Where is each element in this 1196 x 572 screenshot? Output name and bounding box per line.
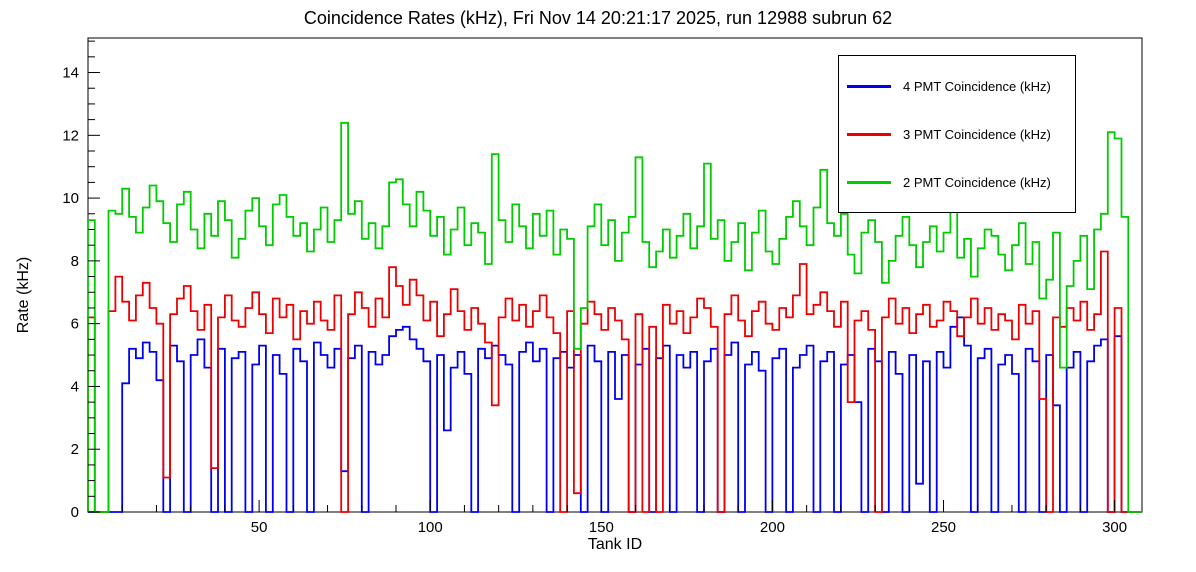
y-tick-label: 2 — [71, 441, 79, 458]
legend-entry-2pmt: 2 PMT Coincidence (kHz) — [847, 175, 1067, 190]
legend-swatch-2pmt — [847, 180, 891, 184]
y-tick-label: 12 — [62, 127, 79, 144]
series-line-0 — [88, 316, 1142, 513]
y-tick-label: 10 — [62, 190, 79, 207]
y-tick-label: 6 — [71, 316, 79, 333]
legend-swatch-3pmt — [847, 132, 891, 136]
legend-label-2pmt: 2 PMT Coincidence (kHz) — [903, 174, 1051, 190]
x-tick-label: 150 — [589, 519, 614, 536]
series-line-2 — [87, 121, 1142, 513]
chart-title: Coincidence Rates (kHz), Fri Nov 14 20:2… — [303, 8, 893, 28]
legend-box: 4 PMT Coincidence (kHz) 3 PMT Coincidenc… — [838, 55, 1076, 213]
x-tick-label: 100 — [418, 519, 443, 536]
y-tick-label: 14 — [62, 65, 79, 82]
legend-entry-3pmt: 3 PMT Coincidence (kHz) — [847, 127, 1067, 142]
legend-label-3pmt: 3 PMT Coincidence (kHz) — [903, 126, 1051, 142]
x-tick-label: 200 — [760, 519, 785, 536]
x-tick-label: 300 — [1102, 519, 1127, 536]
y-tick-label: 0 — [71, 504, 79, 521]
y-tick-label: 4 — [71, 378, 79, 395]
legend-label-4pmt: 4 PMT Coincidence (kHz) — [903, 78, 1051, 94]
x-tick-label: 250 — [931, 519, 956, 536]
y-tick-label: 8 — [71, 253, 79, 270]
series-line-1 — [87, 250, 1142, 513]
legend-entry-4pmt: 4 PMT Coincidence (kHz) — [847, 79, 1067, 94]
x-axis-label: Tank ID — [587, 536, 643, 553]
y-axis-label: Rate (kHz) — [15, 256, 32, 334]
x-tick-label: 50 — [251, 519, 268, 536]
legend-swatch-4pmt — [847, 84, 891, 88]
